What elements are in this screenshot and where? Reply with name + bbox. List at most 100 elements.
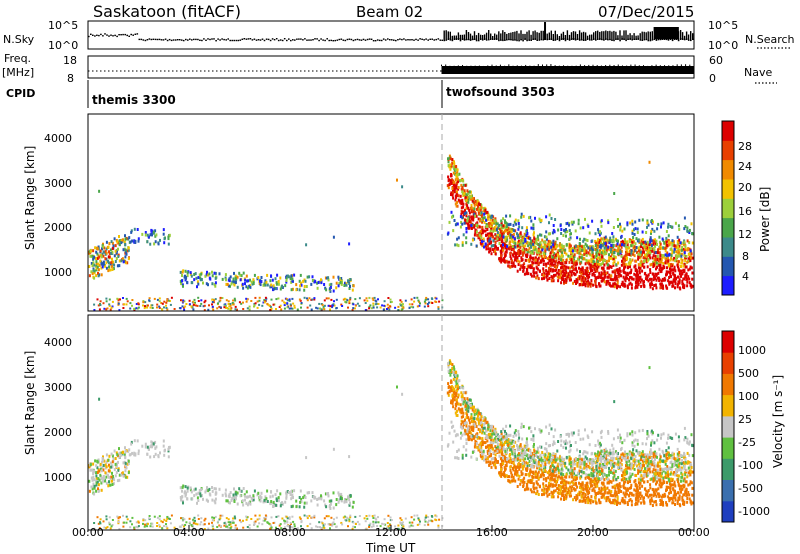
scatter-cell (624, 258, 627, 262)
nsky-point (281, 39, 284, 42)
scatter-cell (199, 523, 202, 526)
scatter-cell (410, 516, 413, 519)
scatter-cell (236, 285, 239, 289)
scatter-cell (111, 483, 114, 486)
scatter-cell (628, 262, 631, 266)
scatter-cell (637, 263, 640, 267)
scatter-cell (124, 237, 127, 241)
scatter-cell (238, 271, 241, 275)
scatter-cell (111, 247, 114, 251)
scatter-cell (181, 523, 184, 526)
nsearch-bar (645, 32, 647, 40)
scatter-cell (399, 304, 402, 307)
scatter-cell (635, 277, 638, 281)
scatter-cell (316, 281, 319, 285)
scatter-cell (490, 233, 493, 237)
scatter-cell (662, 262, 665, 265)
scatter-cell (122, 474, 125, 478)
freq-tick-low: 8 (67, 72, 74, 85)
nsky-point (290, 39, 292, 42)
scatter-cell (599, 262, 602, 266)
scatter-cell (190, 490, 193, 494)
scatter-cell (136, 228, 139, 231)
scatter-cell (630, 251, 633, 255)
scatter-cell (363, 299, 366, 302)
scatter-cell (587, 281, 590, 285)
scatter-cell (505, 259, 508, 263)
scatter-cell (111, 519, 114, 521)
scatter-cell (229, 523, 232, 526)
scatter-cell (552, 228, 555, 232)
nsky-point (229, 39, 231, 42)
scatter-cell (460, 202, 463, 206)
scatter-cell (532, 223, 535, 227)
scatter-cell (195, 492, 198, 496)
scatter-cell (625, 247, 628, 251)
scatter-cell (320, 527, 323, 529)
scatter-cell (102, 260, 105, 264)
scatter-cell (99, 249, 102, 253)
scatter-cell (316, 526, 319, 528)
scatter-cell (542, 259, 545, 263)
nsky-point (419, 38, 421, 40)
scatter-cell (231, 280, 234, 284)
nsearch-bar (500, 33, 502, 40)
scatter-cell (686, 230, 689, 233)
scatter-cell (470, 217, 473, 221)
scatter-cell (555, 259, 558, 263)
scatter-cell (162, 444, 165, 448)
nsky-point (431, 38, 433, 40)
nsky-point (187, 39, 189, 41)
scatter-cell (467, 222, 469, 226)
nsky-point (433, 39, 435, 41)
scatter-cell (252, 282, 255, 285)
scatter-cell (604, 235, 607, 239)
scatter-cell (452, 171, 455, 175)
scatter-cell (525, 241, 528, 245)
scatter-cell (629, 258, 632, 262)
nsky-point (102, 35, 104, 37)
scatter-cell (342, 298, 345, 301)
scatter-cell (273, 287, 276, 291)
scatter-cell (558, 260, 560, 264)
scatter-cell (291, 526, 294, 529)
scatter-cell (608, 473, 610, 477)
nsky-point (374, 40, 377, 42)
scatter-cell (519, 245, 522, 249)
scatter-cell (619, 243, 622, 247)
scatter-cell (286, 517, 289, 520)
scatter-cell (214, 271, 217, 275)
scatter-cell (543, 253, 545, 256)
scatter-cell (266, 273, 269, 277)
scatter-cell (631, 252, 634, 256)
scatter-cell (463, 209, 466, 213)
scatter-cell (537, 247, 540, 251)
scatter-cell (120, 259, 123, 263)
scatter-cell (347, 525, 349, 528)
nsky-point (148, 38, 151, 40)
scatter-cell (277, 499, 280, 503)
nsky-point (326, 38, 328, 40)
scatter-cell (524, 237, 527, 241)
scatter-cell (623, 277, 626, 281)
scatter-cell (650, 247, 652, 251)
scatter-cell (312, 495, 315, 499)
scatter-cell (311, 275, 314, 279)
scatter-cell (170, 296, 173, 299)
nsky-point (564, 39, 567, 42)
scatter-cell (344, 300, 347, 303)
scatter-cell (612, 261, 615, 265)
scatter-cell (529, 272, 532, 276)
nsky-point (350, 38, 353, 41)
scatter-cell (683, 270, 685, 274)
scatter-cell (543, 235, 546, 239)
scatter-cell (666, 238, 669, 242)
scatter-cell (501, 240, 504, 244)
scatter-cell (639, 253, 642, 257)
scatter-cell (279, 492, 282, 496)
scatter-cell (218, 524, 221, 527)
scatter-cell (214, 501, 217, 505)
nsky-point (427, 39, 429, 41)
scatter-cell (509, 214, 512, 218)
scatter-cell (509, 246, 512, 250)
